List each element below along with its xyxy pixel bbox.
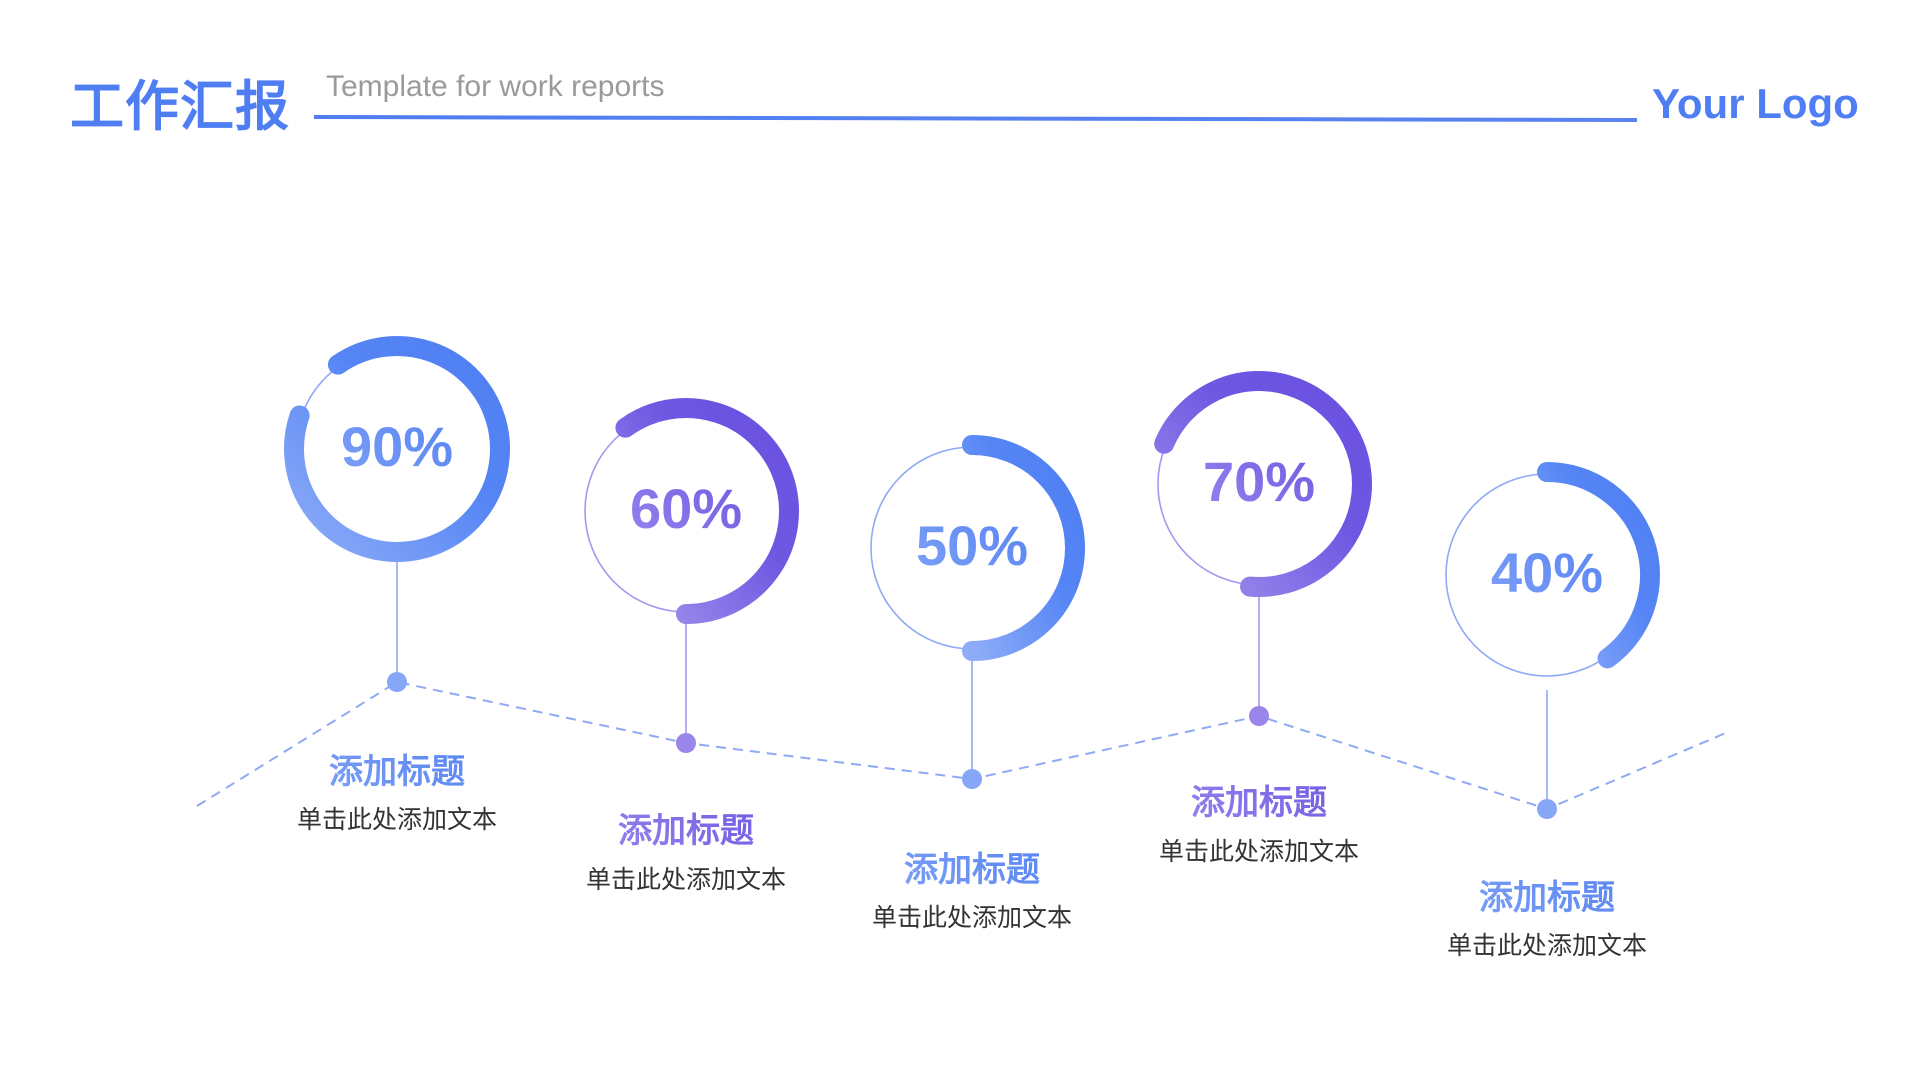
node-dot [387,672,407,692]
header-underline [313,115,1638,122]
item-title[interactable]: 添加标题 [556,803,816,852]
progress-arc [1537,462,1660,669]
item-text[interactable]: 单击此处添加文本 [1158,837,1359,866]
progress-arc [284,336,510,562]
percent-label: 70% [1149,454,1369,510]
item-text[interactable]: 单击此处添加文本 [585,865,786,894]
percent-label: 60% [576,481,796,537]
item-title[interactable]: 添加标题 [1129,775,1389,824]
node-dot [676,733,696,753]
page-subtitle: Template for work reports [326,70,665,103]
item-text[interactable]: 单击此处添加文本 [1446,931,1647,960]
progress-arc [615,398,799,624]
node-dot [962,769,982,789]
progress-arc [962,435,1085,661]
progress-arc [1154,371,1372,597]
node-dot [1249,706,1269,726]
item-title[interactable]: 添加标题 [1417,870,1677,919]
item-title[interactable]: 添加标题 [842,842,1102,891]
logo: Your Logo [1652,80,1859,127]
percent-label: 40% [1437,545,1657,601]
percent-label: 50% [862,518,1082,574]
item-title[interactable]: 添加标题 [267,744,527,793]
node-dot [1537,799,1557,819]
percent-label: 90% [287,419,507,475]
item-text[interactable]: 单击此处添加文本 [871,903,1072,932]
item-text[interactable]: 单击此处添加文本 [296,805,497,834]
page-title: 工作汇报 [70,75,290,138]
